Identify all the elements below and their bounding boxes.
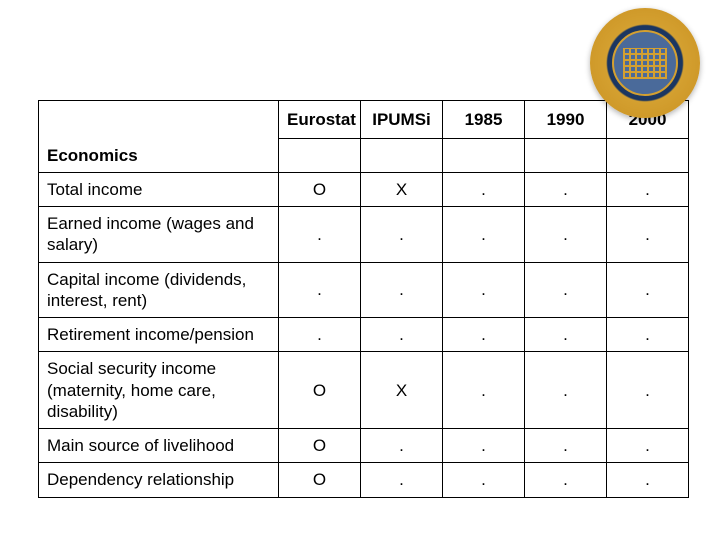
table-row: Retirement income/pension..... — [39, 318, 689, 352]
table-row: Earned income (wages and salary)..... — [39, 207, 689, 263]
table-cell: . — [607, 262, 689, 318]
table-cell: . — [525, 172, 607, 206]
seal-center — [612, 30, 678, 96]
row-label: Main source of livelihood — [39, 429, 279, 463]
table-row: Main source of livelihoodO.... — [39, 429, 689, 463]
table-cell: . — [525, 262, 607, 318]
table-row: Total incomeOX... — [39, 172, 689, 206]
table-cell: . — [361, 463, 443, 497]
table-row: Dependency relationshipO.... — [39, 463, 689, 497]
seal-ring — [590, 8, 700, 118]
row-label: Earned income (wages and salary) — [39, 207, 279, 263]
table-cell: . — [279, 318, 361, 352]
table-cell: . — [607, 463, 689, 497]
section-row: Economics — [39, 139, 689, 173]
table-cell: . — [443, 172, 525, 206]
table-cell: . — [525, 429, 607, 463]
section-blank — [607, 139, 689, 173]
section-blank — [443, 139, 525, 173]
table-cell: X — [361, 352, 443, 429]
table-cell: . — [361, 207, 443, 263]
table-cell: . — [443, 318, 525, 352]
table-cell: . — [279, 207, 361, 263]
row-label: Capital income (dividends, interest, ren… — [39, 262, 279, 318]
table-cell: . — [443, 463, 525, 497]
section-blank — [361, 139, 443, 173]
table-cell: O — [279, 463, 361, 497]
table-row: Capital income (dividends, interest, ren… — [39, 262, 689, 318]
table-cell: . — [525, 352, 607, 429]
table-cell: O — [279, 352, 361, 429]
row-label: Retirement income/pension — [39, 318, 279, 352]
table-cell: O — [279, 172, 361, 206]
table-cell: . — [443, 352, 525, 429]
table-cell: . — [607, 172, 689, 206]
table-cell: . — [443, 262, 525, 318]
economics-table-container: Eurostat IPUMSi 1985 1990 2000 Economics… — [38, 100, 686, 498]
col-header: IPUMSi — [361, 101, 443, 139]
row-label: Social security income (maternity, home … — [39, 352, 279, 429]
table-cell: . — [279, 262, 361, 318]
table-cell: . — [607, 207, 689, 263]
section-blank — [525, 139, 607, 173]
table-cell: O — [279, 429, 361, 463]
table-cell: . — [525, 463, 607, 497]
table-cell: . — [361, 318, 443, 352]
table-cell: X — [361, 172, 443, 206]
institute-seal — [590, 8, 700, 118]
col-header: 1985 — [443, 101, 525, 139]
table-cell: . — [525, 318, 607, 352]
seal-grid-icon — [623, 48, 666, 79]
table-body: EconomicsTotal incomeOX...Earned income … — [39, 139, 689, 498]
table-cell: . — [361, 429, 443, 463]
table-cell: . — [607, 352, 689, 429]
table-row: Social security income (maternity, home … — [39, 352, 689, 429]
row-label: Dependency relationship — [39, 463, 279, 497]
table-cell: . — [607, 429, 689, 463]
col-header: Eurostat — [279, 101, 361, 139]
economics-table: Eurostat IPUMSi 1985 1990 2000 Economics… — [38, 100, 689, 498]
row-label: Total income — [39, 172, 279, 206]
section-label: Economics — [39, 139, 279, 173]
table-cell: . — [443, 429, 525, 463]
table-cell: . — [361, 262, 443, 318]
section-blank — [279, 139, 361, 173]
table-cell: . — [607, 318, 689, 352]
table-cell: . — [525, 207, 607, 263]
table-cell: . — [443, 207, 525, 263]
header-blank — [39, 101, 279, 139]
